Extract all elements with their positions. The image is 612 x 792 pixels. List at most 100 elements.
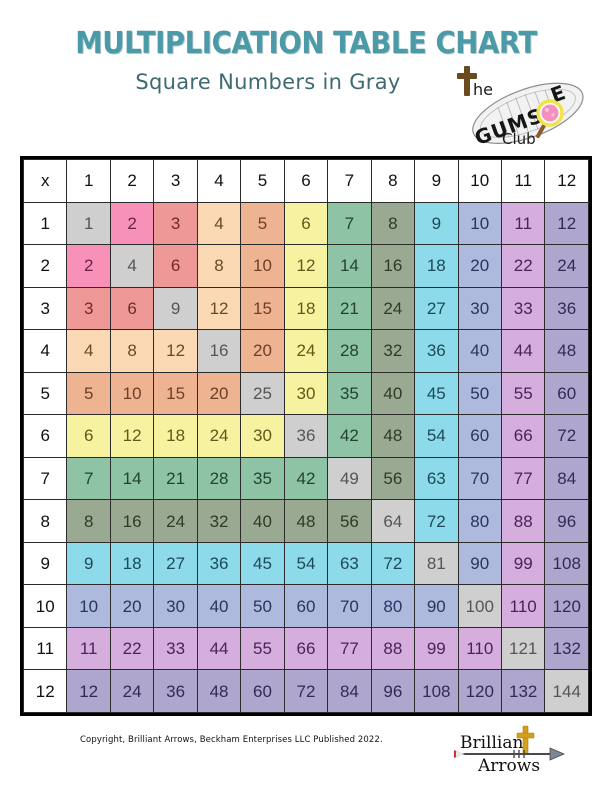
product-cell-6x3: 18 bbox=[153, 414, 198, 458]
product-cell-12x2: 24 bbox=[109, 669, 155, 713]
table-header-row: x 1 2 3 4 5 6 7 8 9 10 11 12 bbox=[22, 159, 589, 203]
row-header-7: 7 bbox=[22, 456, 68, 501]
product-cell-9x10: 90 bbox=[457, 541, 502, 586]
row-header-12: 12 bbox=[22, 669, 68, 713]
product-cell-2x8: 16 bbox=[370, 244, 416, 288]
product-cell-6x1: 6 bbox=[66, 414, 111, 458]
product-cell-11x11: 121 bbox=[500, 626, 546, 671]
product-cell-9x4: 36 bbox=[196, 541, 242, 586]
product-cell-5x9: 45 bbox=[414, 371, 459, 416]
product-cell-6x7: 42 bbox=[327, 414, 372, 458]
row-header-5: 5 bbox=[22, 371, 68, 416]
table-corner-operator: x bbox=[22, 159, 68, 203]
product-cell-11x5: 55 bbox=[240, 626, 285, 671]
product-cell-5x3: 15 bbox=[153, 371, 198, 416]
product-cell-4x9: 36 bbox=[414, 329, 459, 373]
row-header-6: 6 bbox=[22, 414, 68, 458]
product-cell-6x11: 66 bbox=[500, 414, 546, 458]
product-cell-10x12: 120 bbox=[544, 584, 589, 628]
product-cell-1x8: 8 bbox=[370, 201, 416, 246]
product-cell-12x4: 48 bbox=[196, 669, 242, 713]
product-cell-8x12: 96 bbox=[544, 499, 589, 543]
product-cell-3x7: 21 bbox=[327, 286, 372, 331]
product-cell-3x3: 9 bbox=[153, 286, 198, 331]
product-cell-9x6: 54 bbox=[283, 541, 329, 586]
product-cell-4x5: 20 bbox=[240, 329, 285, 373]
product-cell-1x5: 5 bbox=[240, 201, 285, 246]
table-row: 2 2 4 6 8 10 12 14 16 18 20 22 24 bbox=[22, 244, 589, 288]
product-cell-4x11: 44 bbox=[500, 329, 546, 373]
product-cell-4x2: 8 bbox=[109, 329, 155, 373]
product-cell-7x1: 7 bbox=[66, 456, 111, 501]
club-text: Club bbox=[502, 130, 536, 148]
product-cell-6x9: 54 bbox=[414, 414, 459, 458]
product-cell-10x8: 80 bbox=[370, 584, 416, 628]
product-cell-11x2: 22 bbox=[109, 626, 155, 671]
product-cell-12x9: 108 bbox=[414, 669, 459, 713]
product-cell-5x2: 10 bbox=[109, 371, 155, 416]
product-cell-5x5: 25 bbox=[240, 371, 285, 416]
the-gumshoe-club-logo: he GUMSH E Club bbox=[446, 62, 598, 150]
product-cell-5x10: 50 bbox=[457, 371, 502, 416]
product-cell-8x8: 64 bbox=[370, 499, 416, 543]
product-cell-10x4: 40 bbox=[196, 584, 242, 628]
product-cell-8x2: 16 bbox=[109, 499, 155, 543]
product-cell-9x1: 9 bbox=[66, 541, 111, 586]
copyright-text: Copyright, Brilliant Arrows, Beckham Ent… bbox=[80, 735, 383, 745]
product-cell-12x5: 60 bbox=[240, 669, 285, 713]
product-cell-1x9: 9 bbox=[414, 201, 459, 246]
product-cell-2x7: 14 bbox=[327, 244, 372, 288]
product-cell-5x4: 20 bbox=[196, 371, 242, 416]
product-cell-12x1: 12 bbox=[66, 669, 111, 713]
row-header-3: 3 bbox=[22, 286, 68, 331]
page-subtitle: Square Numbers in Gray bbox=[0, 70, 612, 94]
table-row: 11 11 22 33 44 55 66 77 88 99 110 121 132 bbox=[22, 626, 589, 671]
table-row: 5 5 10 15 20 25 30 35 40 45 50 55 60 bbox=[22, 371, 589, 416]
product-cell-7x7: 49 bbox=[327, 456, 372, 501]
product-cell-4x7: 28 bbox=[327, 329, 372, 373]
product-cell-7x12: 84 bbox=[544, 456, 589, 501]
product-cell-6x5: 30 bbox=[240, 414, 285, 458]
product-cell-2x9: 18 bbox=[414, 244, 459, 288]
brilliant-arrows-logo: Brillian Ar bbox=[452, 724, 592, 776]
product-cell-5x7: 35 bbox=[327, 371, 372, 416]
column-header-12: 12 bbox=[544, 159, 589, 203]
page-subtitle-text: Square Numbers in Gray bbox=[135, 70, 401, 94]
column-header-6: 6 bbox=[283, 159, 329, 203]
product-cell-8x10: 80 bbox=[457, 499, 502, 543]
column-header-7: 7 bbox=[327, 159, 372, 203]
product-cell-3x8: 24 bbox=[370, 286, 416, 331]
product-cell-9x12: 108 bbox=[544, 541, 589, 586]
product-cell-9x2: 18 bbox=[109, 541, 155, 586]
product-cell-12x3: 36 bbox=[153, 669, 198, 713]
product-cell-1x6: 6 bbox=[283, 201, 329, 246]
arrow-icon bbox=[454, 747, 566, 761]
product-cell-5x1: 5 bbox=[66, 371, 111, 416]
multiplication-table: x 1 2 3 4 5 6 7 8 9 10 11 12 1 1 2 3 4 5 6 7 8 9 10 11 12 2 2 4 6 8 10 1… bbox=[22, 159, 589, 713]
page-footer: Copyright, Brilliant Arrows, Beckham Ent… bbox=[0, 722, 612, 792]
product-cell-7x9: 63 bbox=[414, 456, 459, 501]
product-cell-7x5: 35 bbox=[240, 456, 285, 501]
product-cell-7x11: 77 bbox=[500, 456, 546, 501]
product-cell-11x7: 77 bbox=[327, 626, 372, 671]
product-cell-12x12: 144 bbox=[544, 669, 589, 713]
product-cell-3x4: 12 bbox=[196, 286, 242, 331]
product-cell-8x9: 72 bbox=[414, 499, 459, 543]
gold-cross-icon bbox=[516, 725, 535, 755]
product-cell-1x2: 2 bbox=[109, 201, 155, 246]
product-cell-2x6: 12 bbox=[283, 244, 329, 288]
product-cell-4x4: 16 bbox=[196, 329, 242, 373]
product-cell-11x12: 132 bbox=[544, 626, 589, 671]
product-cell-9x11: 99 bbox=[500, 541, 546, 586]
product-cell-2x12: 24 bbox=[544, 244, 589, 288]
table-row: 6 6 12 18 24 30 36 42 48 54 60 66 72 bbox=[22, 414, 589, 458]
row-header-11: 11 bbox=[22, 626, 68, 671]
product-cell-8x6: 48 bbox=[283, 499, 329, 543]
product-cell-1x3: 3 bbox=[153, 201, 198, 246]
table-row: 4 4 8 12 16 20 24 28 32 36 40 44 48 bbox=[22, 329, 589, 373]
page-title: MULTIPLICATION TABLE CHART bbox=[75, 26, 537, 61]
magnifying-glass-icon bbox=[536, 99, 564, 138]
product-cell-11x6: 66 bbox=[283, 626, 329, 671]
product-cell-2x5: 10 bbox=[240, 244, 285, 288]
product-cell-3x1: 3 bbox=[66, 286, 111, 331]
